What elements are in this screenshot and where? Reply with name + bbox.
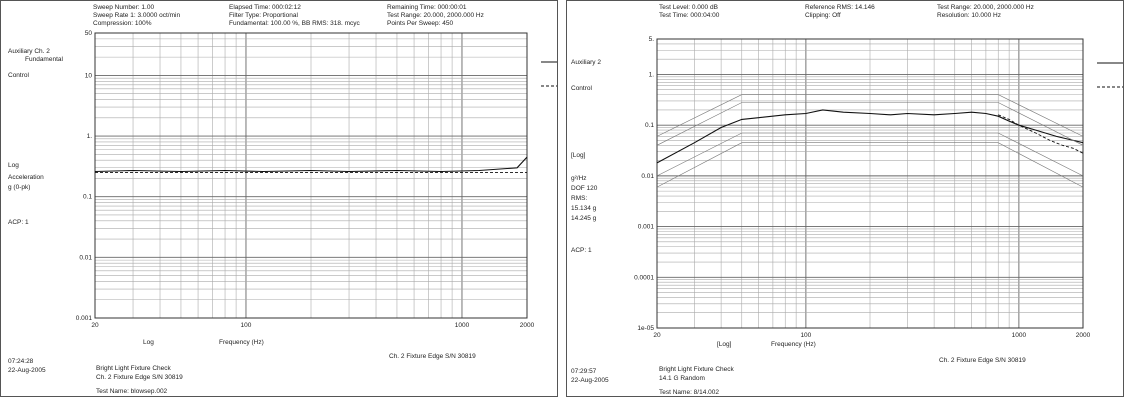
rms-value-2: 14.245 g <box>571 215 597 222</box>
test-range: Test Range: 20.000, 2000.000 Hz <box>937 4 1034 11</box>
aux-label: Auxiliary Ch. 2 <box>8 48 50 55</box>
header-col1: Test Level: 0.000 dB Test Time: 000:04:0… <box>659 4 719 20</box>
gpk-label: g (0-pk) <box>8 184 31 191</box>
rms-value-1: 15.134 g <box>571 205 597 212</box>
footer-subtitle: Ch. 2 Fixture Edge S/N 30819 <box>96 374 183 381</box>
log-label: Log <box>8 162 19 169</box>
footer-time: 07:29:57 <box>571 368 597 375</box>
x-axis-title: Frequency (Hz) <box>219 339 264 346</box>
y-tick-label: 1e-05 <box>637 325 654 332</box>
y-tick-label: 1. <box>87 133 93 140</box>
series-line-lower-abort <box>656 142 1084 188</box>
x-log-label: [Log] <box>717 341 732 348</box>
test-level: Test Level: 0.000 dB <box>659 4 718 11</box>
header-col3: Test Range: 20.000, 2000.000 Hz Resoluti… <box>937 4 1034 20</box>
acp-label: ACP: 1 <box>571 247 592 254</box>
x-tick-label: 1000 <box>455 322 470 329</box>
remaining-time: Remaining Time: 000:00:01 <box>387 4 467 11</box>
footer-channel: Ch. 2 Fixture Edge S/N 30819 <box>389 353 476 360</box>
sine-sweep-panel: 50 10 1. 0.1 0.01 0.001 20 100 1000 2000 Sweep Nu… <box>0 0 558 397</box>
control-label: Control <box>571 85 592 92</box>
x-log-label: Log <box>143 339 154 346</box>
series-line-auxiliary <box>998 114 1084 154</box>
test-range: Test Range: 20.000, 2000.000 Hz <box>387 12 484 19</box>
elapsed-time: Elapsed Time: 000:02:12 <box>229 4 301 11</box>
y-tick-label: 0.001 <box>638 224 655 231</box>
control-label: Control <box>8 72 29 79</box>
sweep-number: Sweep Number: 1.00 <box>93 4 155 11</box>
y-tick-label: 0.01 <box>79 254 92 261</box>
series-line-lower-alarm <box>656 132 1084 177</box>
header-col2: Elapsed Time: 000:02:12 Filter Type: Pro… <box>229 4 360 28</box>
y-tick-label: 0.1 <box>645 122 654 129</box>
x-tick-label: 20 <box>91 322 99 329</box>
footer-date: 22-Aug-2005 <box>571 377 609 384</box>
x-tick-label: 2000 <box>1076 332 1091 339</box>
footer-title: Bright Light Fixture Check <box>96 365 171 372</box>
x-tick-label: 100 <box>241 322 252 329</box>
footer-time: 07:24:28 <box>8 358 34 365</box>
y-tick-label: 10 <box>85 72 93 79</box>
footer-title: Bright Light Fixture Check <box>659 366 734 373</box>
x-tick-label: 20 <box>653 332 661 339</box>
header-col2: Reference RMS: 14.146 Clipping: Off <box>805 4 875 20</box>
plot-frame <box>94 32 528 319</box>
points-per-sweep: Points Per Sweep: 450 <box>387 20 454 27</box>
clipping: Clipping: Off <box>805 12 841 19</box>
x-tick-label: 1000 <box>1012 332 1027 339</box>
reference-rms: Reference RMS: 14.146 <box>805 4 875 11</box>
y-tick-label: 1. <box>649 71 655 78</box>
series-line-fundamental <box>94 156 528 173</box>
y-tick-label: 5. <box>649 36 655 43</box>
footer-test-name: Test Name: blowsep.002 <box>96 388 168 395</box>
compression: Compression: 100% <box>93 20 152 27</box>
y-tick-label: 0.01 <box>641 173 654 180</box>
y-tick-label: 0.0001 <box>634 274 654 281</box>
sweep-rate: Sweep Rate 1: 3.0000 oct/min <box>93 12 181 19</box>
footer-date: 22-Aug-2005 <box>8 367 46 374</box>
aux-label: Auxiliary 2 <box>571 59 601 66</box>
header-col3: Remaining Time: 000:00:01 Test Range: 20… <box>387 4 484 28</box>
random-vibration-panel: 5. 1. 0.1 0.01 0.001 0.0001 1e-05 20 100 1000 2000… <box>566 0 1124 397</box>
acp-label: ACP: 1 <box>8 219 29 226</box>
series-line-upper-alarm <box>656 102 1084 146</box>
x-axis-title: Frequency (Hz) <box>771 341 816 348</box>
rms-label: RMS: <box>571 195 588 202</box>
y-tick-label: 0.1 <box>83 194 92 201</box>
resolution: Resolution: 10.000 Hz <box>937 12 1001 19</box>
footer-channel: Ch. 2 Fixture Edge S/N 30819 <box>939 357 1026 364</box>
header-col1: Sweep Number: 1.00 Sweep Rate 1: 3.0000 … <box>93 4 180 28</box>
acceleration-label: Acceleration <box>8 174 44 181</box>
units-label: g²/Hz <box>571 175 587 182</box>
plot-frame <box>656 38 1084 329</box>
fundamental-label: Fundamental <box>25 56 63 63</box>
x-tick-label: 100 <box>800 332 811 339</box>
series-line-upper-abort <box>656 94 1084 137</box>
footer-subtitle: 14.1 G Random <box>659 375 705 382</box>
dof-label: DOF 120 <box>571 185 598 192</box>
y-tick-label: 50 <box>85 30 93 37</box>
footer-test-name: Test Name: 8/14.002 <box>659 389 719 396</box>
fundamental: Fundamental: 100.00 %, BB RMS: 318. mcyc <box>229 20 360 27</box>
log-label: [Log] <box>571 152 586 159</box>
series-line-control <box>656 109 1084 164</box>
filter-type: Filter Type: Proportional <box>229 12 298 19</box>
y-tick-label: 0.001 <box>76 315 93 322</box>
test-time: Test Time: 000:04:00 <box>659 12 720 19</box>
x-tick-label: 2000 <box>520 322 535 329</box>
